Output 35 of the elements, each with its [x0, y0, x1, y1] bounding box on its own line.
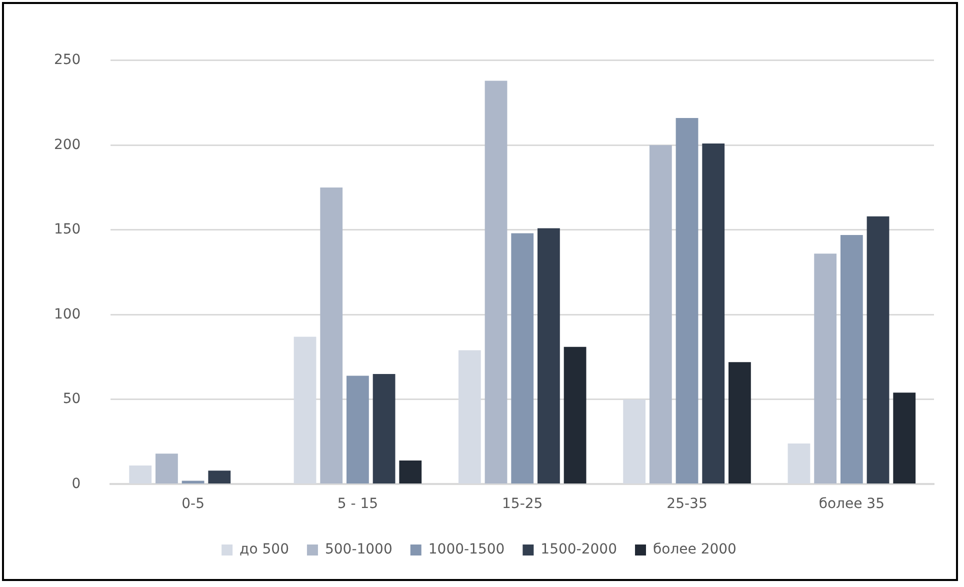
legend-label: 1500-2000 [540, 542, 617, 558]
y-tick-label: 100 [54, 306, 81, 322]
y-tick-label: 150 [54, 222, 81, 238]
bar [320, 188, 343, 484]
bar [538, 228, 560, 484]
y-tick-label: 50 [62, 391, 81, 408]
bar [208, 470, 231, 484]
legend-label: 1000-1500 [428, 542, 505, 558]
y-tick-label: 250 [54, 52, 81, 68]
bar [484, 80, 508, 484]
bar [814, 254, 837, 484]
bar [866, 216, 890, 484]
legend-label: 500-1000 [324, 542, 392, 558]
bar [511, 233, 534, 484]
legend-label: до 500 [240, 542, 289, 558]
bar [702, 143, 725, 484]
bar [346, 376, 369, 484]
bar [649, 145, 672, 484]
x-tick-label: 5 - 15 [337, 496, 378, 512]
legend-label: более 2000 [652, 542, 736, 558]
x-tick-label: 15-25 [502, 496, 543, 512]
y-tick-label: 0 [72, 476, 81, 492]
x-tick-label: 0-5 [182, 496, 204, 512]
bar [676, 118, 698, 484]
bar [840, 235, 863, 484]
bar [372, 374, 396, 484]
bar [728, 362, 751, 484]
bar [156, 454, 178, 484]
bar [564, 346, 586, 484]
bar [182, 480, 204, 484]
bar [399, 460, 422, 484]
bar [893, 392, 916, 484]
y-tick-label: 200 [54, 136, 81, 153]
x-tick-label: 25-35 [666, 496, 708, 512]
x-tick-label: более 35 [818, 496, 884, 512]
